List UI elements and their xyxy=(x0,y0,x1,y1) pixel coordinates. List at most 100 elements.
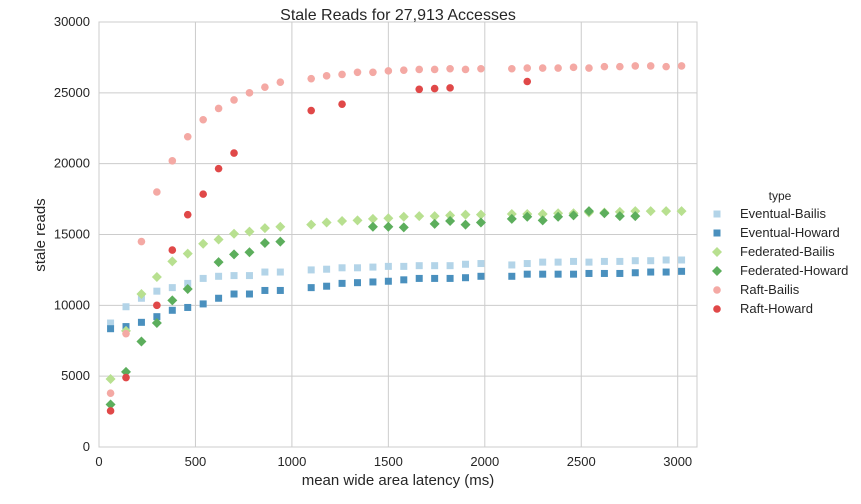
y-axis-label: stale reads xyxy=(32,198,49,271)
data-point xyxy=(321,217,332,228)
data-point xyxy=(367,213,378,224)
data-point xyxy=(259,238,270,248)
data-point xyxy=(337,216,348,227)
data-point xyxy=(523,270,531,278)
data-point xyxy=(538,64,547,72)
data-point xyxy=(121,366,132,377)
data-point xyxy=(383,213,394,224)
data-point xyxy=(415,274,423,282)
x-tick-label: 500 xyxy=(185,454,207,469)
data-point xyxy=(645,206,656,217)
data-point xyxy=(199,190,207,198)
data-point xyxy=(230,290,238,298)
data-point xyxy=(153,313,161,321)
data-point xyxy=(630,211,641,222)
data-point xyxy=(106,389,115,397)
data-point xyxy=(661,206,672,217)
legend-marker xyxy=(713,210,721,218)
data-point xyxy=(276,268,284,276)
data-point xyxy=(631,62,640,70)
y-tick-label: 30000 xyxy=(54,14,90,29)
data-point xyxy=(153,301,161,310)
data-point xyxy=(353,68,362,77)
data-point xyxy=(430,65,439,74)
data-point xyxy=(229,228,240,239)
data-point xyxy=(153,287,161,295)
data-point xyxy=(106,407,115,415)
x-axis-label: mean wide area latency (ms) xyxy=(302,472,495,489)
data-point xyxy=(631,269,639,277)
data-point xyxy=(523,77,532,86)
data-point xyxy=(307,266,315,274)
data-point xyxy=(245,272,253,280)
data-point xyxy=(230,96,238,104)
data-point xyxy=(276,78,285,87)
data-point xyxy=(230,149,238,157)
data-point xyxy=(475,209,486,220)
data-point xyxy=(198,238,209,249)
data-point xyxy=(323,265,331,273)
data-point xyxy=(229,249,240,260)
data-point xyxy=(600,62,609,71)
data-point xyxy=(554,258,562,266)
data-point xyxy=(338,279,346,287)
data-point xyxy=(199,274,207,282)
legend-label: Raft-Bailis xyxy=(740,282,800,297)
data-point xyxy=(676,206,687,217)
data-point xyxy=(244,247,255,258)
data-point xyxy=(662,62,670,71)
data-point xyxy=(214,164,223,173)
data-point xyxy=(338,100,346,108)
data-point xyxy=(431,274,439,282)
plot-frame xyxy=(98,21,698,448)
data-point xyxy=(678,256,686,264)
data-point xyxy=(585,64,593,72)
data-point xyxy=(245,290,253,298)
data-point xyxy=(662,256,670,264)
data-point xyxy=(352,215,363,226)
data-point xyxy=(647,257,655,265)
data-point xyxy=(429,211,440,222)
data-point xyxy=(522,211,533,222)
data-point xyxy=(446,262,454,270)
y-tick-label: 5000 xyxy=(61,368,90,383)
data-point xyxy=(570,257,578,265)
data-point xyxy=(353,279,361,287)
data-point xyxy=(307,284,315,292)
data-point xyxy=(213,257,224,268)
x-tick-label: 0 xyxy=(95,454,102,469)
data-point xyxy=(384,67,393,75)
data-point xyxy=(261,268,269,276)
data-point xyxy=(261,83,269,91)
data-point xyxy=(338,70,346,79)
data-point xyxy=(475,217,486,228)
data-point xyxy=(646,62,655,70)
data-point xyxy=(275,221,286,232)
data-point xyxy=(136,336,147,347)
data-point xyxy=(136,289,147,299)
y-tick-label: 0 xyxy=(83,439,90,454)
data-point xyxy=(445,216,456,227)
data-point xyxy=(583,206,594,217)
data-point xyxy=(570,270,578,278)
legend-marker xyxy=(712,266,722,276)
data-point xyxy=(168,284,176,292)
data-point xyxy=(184,303,192,311)
legend-marker xyxy=(712,247,722,257)
data-point xyxy=(568,210,579,221)
data-point xyxy=(539,258,547,266)
y-tick-label: 15000 xyxy=(54,227,90,242)
data-point xyxy=(399,66,408,74)
data-point xyxy=(461,65,470,74)
data-point xyxy=(105,399,116,410)
data-point xyxy=(384,262,392,270)
data-point xyxy=(600,257,608,265)
data-point xyxy=(508,272,516,280)
data-point xyxy=(183,132,192,141)
legend-marker xyxy=(713,305,721,313)
legend-label: Federated-Bailis xyxy=(740,244,835,259)
data-point xyxy=(585,269,593,277)
data-point xyxy=(230,272,238,280)
data-point xyxy=(259,223,270,234)
data-point xyxy=(369,278,377,286)
